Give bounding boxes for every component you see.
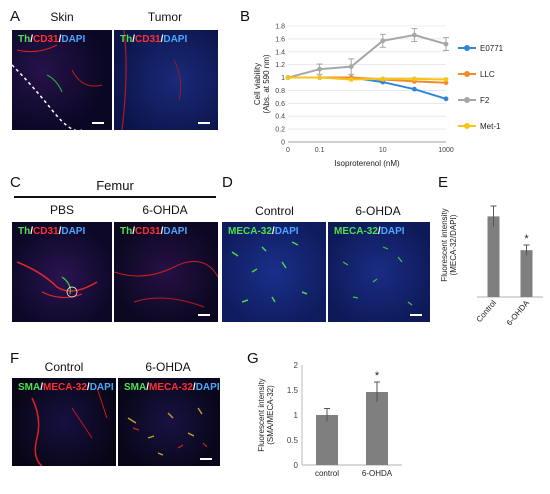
panel-c-6ohda-stain-label: Th/CD31/DAPI	[120, 226, 188, 237]
legend-marker	[464, 71, 470, 77]
data-point	[412, 86, 417, 92]
x-tick-label: 10	[379, 147, 387, 154]
scale-bar	[92, 122, 104, 124]
panel-a-tumor-image: Th/CD31/DAPI	[114, 30, 218, 130]
scale-bar	[198, 122, 210, 124]
y-tick-label: 1.2	[275, 62, 285, 69]
y-axis-label: Fluorescent intensity(MECA-32/DAPI)	[440, 208, 458, 281]
y-tick-label: 1	[294, 411, 299, 420]
panel-d-6ohda-image: MECA-32/DAPI	[328, 222, 430, 322]
x-axis-label: Isoproterenol (nM)	[334, 159, 400, 168]
panel-c-letter: C	[10, 174, 21, 191]
data-point	[412, 76, 417, 82]
panel-g-letter: G	[247, 350, 259, 367]
bar-6-OHDA	[520, 250, 533, 297]
data-point	[348, 77, 354, 82]
panel-f-letter: F	[10, 350, 20, 367]
panel-b-letter: B	[240, 8, 251, 25]
series-line-Met-1	[288, 76, 447, 81]
panel-f-title-control: Control	[44, 360, 84, 374]
data-point	[317, 75, 322, 80]
panel-a-tumor-stain-label: Th/CD31/DAPI	[120, 34, 188, 45]
data-point	[412, 32, 417, 38]
panel-c-pbs-image: Th/CD31/DAPI	[12, 222, 112, 322]
y-tick-label: 0	[281, 140, 285, 147]
x-tick-label: 0	[286, 147, 290, 154]
panel-d-title-6ohda: 6-OHDA	[355, 204, 401, 218]
panel-c-group-line	[14, 196, 216, 198]
panel-a-letter: A	[10, 8, 21, 25]
y-tick-label: 0.5	[287, 436, 299, 445]
x-tick-label: control	[315, 469, 339, 478]
panel-f-title-6ohda: 6-OHDA	[145, 360, 191, 374]
y-tick-label: 1.8	[275, 24, 285, 31]
y-tick-label: 0.4	[275, 114, 285, 121]
panel-f-control-image: SMA/MECA-32/DAPI	[12, 378, 116, 466]
legend-marker	[464, 45, 470, 51]
panel-a-title-skin: Skin	[50, 10, 74, 24]
y-tick-label: 0	[294, 461, 299, 470]
panel-b-line-chart: 0 0.2 0.4 0.6 0.8 1 1.2 1.4 1.6 1.8 0 0.1 10 1000 Isop…	[253, 24, 504, 169]
y-tick-label: 1.4	[275, 49, 285, 56]
panel-f-6ohda-image: SMA/MECA-32/DAPI	[118, 378, 220, 466]
panel-c-6ohda-image: Th/CD31/DAPI	[114, 222, 218, 322]
legend-marker	[464, 97, 470, 103]
panel-d-title-control: Control	[255, 204, 294, 218]
data-point	[380, 38, 386, 44]
panel-d-letter: D	[222, 174, 233, 191]
legend-label: E0771	[480, 44, 504, 53]
x-tick-label: Control	[475, 298, 499, 324]
x-tick-label: 0.1	[315, 147, 325, 154]
series-line-F2	[287, 33, 447, 79]
panel-d-stain-label: MECA-32/DAPI	[228, 226, 299, 237]
panel-c-title-6ohda: 6-OHDA	[142, 203, 188, 217]
scale-bar	[200, 458, 212, 460]
scale-bar	[198, 314, 210, 316]
bar-Control	[487, 216, 500, 297]
panel-g-bar-chart: 0 0.5 1 1.5 2 control * 6-OHDA Fluorescent inten…	[257, 361, 402, 478]
scale-bar	[410, 314, 422, 316]
panel-a-skin-image: Th/CD31/DAPI	[12, 30, 112, 130]
panel-c-stain-label: Th/CD31/DAPI	[18, 226, 86, 237]
panel-a-title-tumor: Tumor	[147, 10, 183, 24]
bar-6-OHDA	[366, 392, 388, 465]
panel-d-6ohda-stain-label: MECA-32/DAPI	[334, 226, 405, 237]
y-tick-label: 0.6	[275, 101, 285, 108]
legend-label: Met-1	[480, 122, 501, 131]
bar-control	[316, 415, 338, 465]
y-tick-label: 0.8	[275, 88, 285, 95]
data-point	[443, 77, 449, 82]
panel-a-stain-label: Th/CD31/DAPI	[18, 34, 86, 45]
data-point	[380, 76, 386, 82]
panel-c-title-pbs: PBS	[49, 203, 74, 217]
x-tick-label: 6-OHDA	[505, 298, 532, 327]
y-axis-label: Cell viability(Abs. at 590 nm)	[253, 54, 271, 113]
legend-marker	[464, 123, 470, 129]
legend-label: LLC	[480, 70, 495, 79]
y-tick-label: 1.5	[287, 386, 299, 395]
panel-e-bar-chart: Control * 6-OHDA Fluorescent intensity(MECA…	[440, 205, 543, 327]
significance-mark: *	[375, 370, 380, 382]
data-point	[317, 66, 322, 72]
panel-d-control-image: MECA-32/DAPI	[222, 222, 326, 322]
x-tick-label: 6-OHDA	[362, 469, 393, 478]
data-point	[348, 64, 354, 69]
significance-mark: *	[524, 233, 529, 245]
panel-c-group-label: Femur	[96, 178, 134, 193]
y-tick-label: 1.6	[275, 36, 285, 43]
data-point	[285, 75, 291, 80]
panel-f-6ohda-stain-label: SMA/MECA-32/DAPI	[124, 382, 220, 393]
y-axis-label: Fluorescent intensity(SMA/MECA-32)	[257, 378, 275, 451]
x-tick-label: 1000	[438, 147, 454, 154]
panel-f-stain-label: SMA/MECA-32/DAPI	[18, 382, 114, 393]
legend-label: F2	[480, 96, 490, 105]
panel-e-letter: E	[438, 174, 449, 191]
data-point	[443, 41, 449, 47]
y-tick-label: 1	[281, 75, 285, 82]
data-point	[443, 96, 449, 102]
y-tick-label: 0.2	[275, 127, 285, 134]
y-tick-label: 2	[294, 361, 299, 370]
